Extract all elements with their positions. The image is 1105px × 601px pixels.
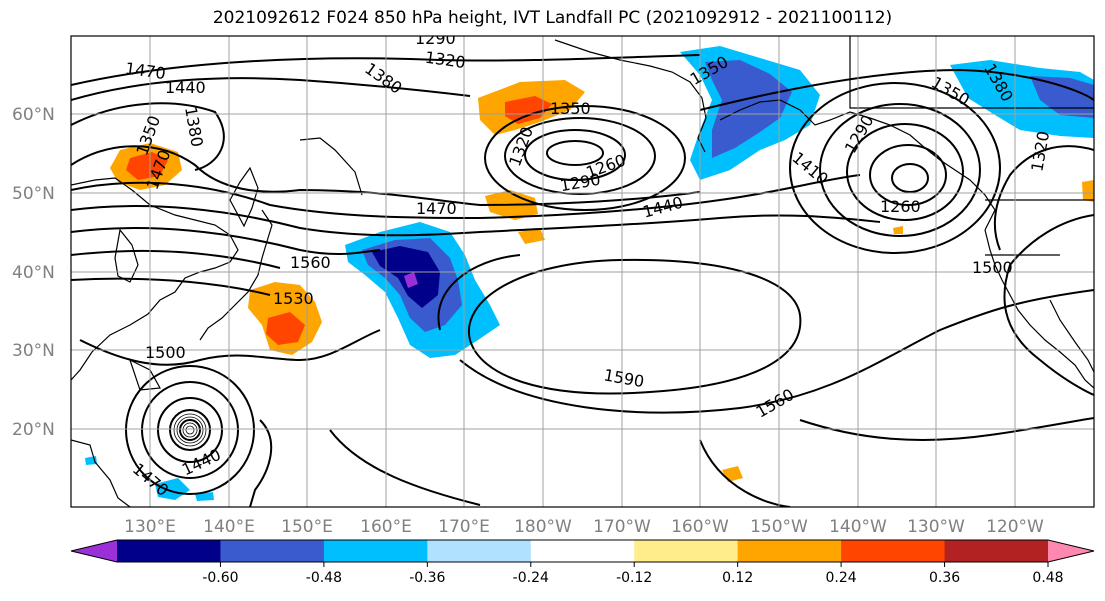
colorbar-right-extension xyxy=(1048,540,1094,562)
positive-anomaly-core xyxy=(505,96,552,124)
lon-label: 130°E xyxy=(124,517,176,537)
lon-label: 170°E xyxy=(438,517,490,537)
map-title: 2021092612 F024 850 hPa height, IVT Land… xyxy=(212,8,893,28)
colorbar-tick-label: -0.24 xyxy=(513,570,549,586)
lon-label: 150°E xyxy=(281,517,333,537)
colorbar-tick-label: 0.36 xyxy=(929,570,960,586)
colorbar-segment xyxy=(634,540,739,562)
negative-anomaly-mid xyxy=(705,60,792,158)
lon-label: 160°E xyxy=(360,517,412,537)
lat-label: 30°N xyxy=(12,341,55,361)
contour-label: 1530 xyxy=(273,289,314,308)
contour-label: 1290 xyxy=(415,29,456,48)
lon-label: 160°W xyxy=(671,517,729,537)
map-frame xyxy=(70,35,1095,508)
positive-anomaly-core xyxy=(126,152,168,180)
lon-label: 170°W xyxy=(593,517,651,537)
latitude-labels: 60°N 50°N 40°N 30°N 20°N xyxy=(12,105,55,440)
lon-label: 180°W xyxy=(514,517,572,537)
contour-label: 1500 xyxy=(972,258,1013,277)
colorbar-tick-label: -0.60 xyxy=(202,570,238,586)
contour-label: 1560 xyxy=(290,253,331,272)
contour-label: 1440 xyxy=(165,78,206,97)
negative-anomaly-peak xyxy=(404,272,418,288)
contour-label: 1260 xyxy=(880,197,921,216)
lon-label: 150°W xyxy=(750,517,808,537)
colorbar-segment xyxy=(944,540,1049,562)
colorbar-tick-label: 0.12 xyxy=(722,570,753,586)
colorbar-segment xyxy=(427,540,532,562)
positive-anomaly-area xyxy=(893,226,903,234)
colorbar-segment xyxy=(323,540,428,562)
graticule xyxy=(71,36,1094,507)
longitude-labels: 130°E 140°E 150°E 160°E 170°E 180°W 170°… xyxy=(124,517,1044,537)
coastlines xyxy=(71,36,1094,507)
typhoon-center xyxy=(173,413,207,447)
lat-label: 20°N xyxy=(12,420,55,440)
lat-label: 60°N xyxy=(12,105,55,125)
colorbar-tick-label: 0.24 xyxy=(826,570,857,586)
colorbar-segment xyxy=(220,540,325,562)
colorbar-outline xyxy=(70,539,1095,563)
colorbar-tick-label: -0.12 xyxy=(616,570,652,586)
lon-label: 140°W xyxy=(829,517,887,537)
contour-label: 1350 xyxy=(550,99,591,118)
colorbar-tick-label: 0.48 xyxy=(1032,570,1063,586)
positive-anomaly-area xyxy=(1082,180,1094,202)
lat-label: 40°N xyxy=(12,263,55,283)
colorbar-tick-label: -0.36 xyxy=(409,570,445,586)
colorbar: -0.60 -0.48 -0.36 -0.24 -0.12 0.12 0.24 0.36 0.4… xyxy=(70,539,1095,586)
colorbar-segment xyxy=(737,540,842,562)
lon-label: 130°W xyxy=(907,517,965,537)
lat-label: 50°N xyxy=(12,184,55,204)
colorbar-segment xyxy=(841,540,946,562)
colorbar-left-extension xyxy=(71,540,117,562)
contour-label: 1500 xyxy=(145,343,186,362)
colorbar-tick-label: -0.48 xyxy=(306,570,342,586)
lon-label: 120°W xyxy=(986,517,1044,537)
lon-label: 140°E xyxy=(203,517,255,537)
height-contours xyxy=(71,54,1094,507)
contour-label: 1470 xyxy=(416,199,457,218)
colorbar-segment xyxy=(117,540,221,562)
positive-anomaly-area xyxy=(518,228,545,244)
negative-anomaly-outer xyxy=(155,478,190,500)
colorbar-segment xyxy=(530,540,635,562)
positive-anomaly-core xyxy=(266,312,305,345)
